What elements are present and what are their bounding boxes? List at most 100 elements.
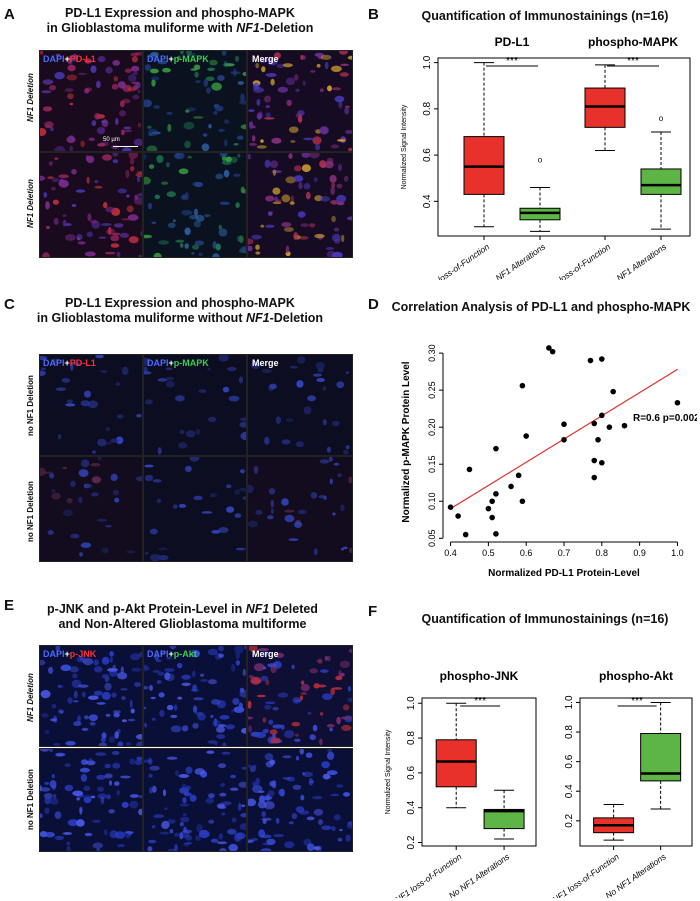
channel-label-a-pdl1: DAPI+PD-L1 bbox=[43, 54, 96, 64]
cell-nucleus bbox=[92, 450, 96, 454]
cell-nucleus bbox=[321, 825, 332, 831]
data-point bbox=[493, 491, 499, 497]
cell-nucleus bbox=[234, 489, 241, 495]
cell-nucleus bbox=[273, 833, 284, 838]
cell-nucleus bbox=[322, 386, 327, 391]
cell-nucleus bbox=[312, 846, 321, 850]
cell-nucleus bbox=[166, 111, 173, 115]
cell-nucleus bbox=[322, 773, 331, 780]
cell-nucleus bbox=[97, 56, 106, 63]
cell-nucleus bbox=[270, 78, 275, 86]
cell-nucleus bbox=[41, 90, 52, 94]
cell-nucleus bbox=[136, 414, 142, 418]
cell-nucleus bbox=[104, 682, 112, 691]
cell-nucleus bbox=[207, 367, 211, 371]
y-axis-label: Normalized Signal Intensity bbox=[401, 104, 408, 189]
micrograph-c-r1-merge bbox=[247, 354, 353, 456]
cell-nucleus bbox=[81, 727, 89, 731]
cell-nucleus bbox=[340, 547, 345, 551]
cell-nucleus bbox=[164, 672, 171, 680]
cell-nucleus bbox=[175, 239, 185, 243]
cell-nucleus bbox=[261, 817, 272, 821]
cell-nucleus bbox=[166, 756, 178, 760]
cell-nucleus bbox=[343, 792, 350, 797]
cell-nucleus bbox=[341, 234, 345, 243]
group-label: phospho-MAPK bbox=[588, 35, 678, 49]
cell-nucleus bbox=[324, 61, 329, 70]
cell-nucleus bbox=[184, 227, 191, 236]
cell-nucleus bbox=[248, 121, 254, 129]
data-point bbox=[561, 436, 567, 443]
cell-nucleus bbox=[293, 165, 302, 172]
cell-nucleus bbox=[158, 240, 169, 245]
cell-nucleus bbox=[178, 503, 187, 508]
cell-nucleus bbox=[281, 439, 291, 445]
cell-nucleus bbox=[310, 492, 318, 499]
row-label-c-2: no NF1 Deletion bbox=[26, 481, 35, 542]
cell-nucleus bbox=[282, 777, 292, 780]
cell-nucleus bbox=[208, 124, 212, 129]
cell-nucleus bbox=[270, 499, 274, 508]
cell-nucleus bbox=[332, 87, 341, 91]
cell-nucleus bbox=[339, 672, 345, 677]
cell-nucleus bbox=[265, 679, 270, 686]
cell-nucleus bbox=[120, 775, 131, 779]
cell-nucleus bbox=[218, 653, 224, 658]
cell-nucleus bbox=[264, 704, 272, 710]
cell-nucleus bbox=[76, 819, 85, 827]
cell-nucleus bbox=[70, 363, 74, 371]
cell-nucleus bbox=[183, 829, 192, 834]
cell-nucleus bbox=[275, 416, 282, 424]
cell-nucleus bbox=[144, 685, 149, 690]
cell-nucleus bbox=[144, 706, 147, 710]
cell-nucleus bbox=[240, 93, 245, 102]
cell-nucleus bbox=[337, 473, 342, 478]
cell-nucleus bbox=[78, 469, 89, 478]
cell-nucleus bbox=[277, 86, 289, 93]
cell-nucleus bbox=[240, 431, 246, 441]
cell-nucleus bbox=[151, 717, 156, 721]
cell-nucleus bbox=[169, 646, 177, 650]
cell-nucleus bbox=[95, 752, 107, 756]
cell-nucleus bbox=[312, 724, 318, 732]
panel-letter-c: C bbox=[4, 296, 15, 313]
cell-nucleus bbox=[193, 495, 203, 501]
cell-nucleus bbox=[241, 189, 246, 194]
cell-nucleus bbox=[110, 243, 120, 248]
cell-nucleus bbox=[330, 144, 340, 149]
cell-nucleus bbox=[228, 395, 240, 402]
cell-nucleus bbox=[238, 487, 246, 492]
cell-nucleus bbox=[184, 140, 191, 149]
cell-nucleus bbox=[298, 182, 303, 190]
cell-nucleus bbox=[135, 81, 141, 89]
micrograph-a-r2-pdl1 bbox=[39, 152, 143, 258]
cell-nucleus bbox=[195, 80, 201, 83]
cell-nucleus bbox=[241, 804, 246, 808]
cell-nucleus bbox=[72, 790, 84, 797]
cell-nucleus bbox=[271, 137, 282, 144]
cell-nucleus bbox=[299, 695, 303, 701]
cell-nucleus bbox=[170, 725, 182, 733]
micrograph-texture bbox=[248, 51, 352, 151]
cell-nucleus bbox=[334, 814, 341, 821]
cell-nucleus bbox=[101, 656, 110, 665]
cell-nucleus bbox=[144, 722, 148, 728]
y-tick-label: 0.2 bbox=[406, 835, 417, 849]
cell-nucleus bbox=[317, 684, 327, 688]
cell-nucleus bbox=[67, 56, 72, 64]
cell-nucleus bbox=[104, 524, 112, 528]
cell-nucleus bbox=[44, 807, 50, 814]
micrograph-texture bbox=[144, 355, 246, 455]
cell-nucleus bbox=[297, 356, 306, 364]
cell-nucleus bbox=[193, 208, 199, 217]
cell-nucleus bbox=[133, 197, 142, 205]
cell-nucleus bbox=[40, 370, 46, 376]
cell-nucleus bbox=[301, 164, 311, 172]
data-point bbox=[485, 505, 492, 512]
cell-nucleus bbox=[172, 219, 176, 223]
cell-nucleus bbox=[193, 220, 201, 228]
cell-nucleus bbox=[104, 763, 111, 769]
cell-nucleus bbox=[100, 223, 112, 226]
cell-nucleus bbox=[348, 147, 352, 151]
cell-nucleus bbox=[308, 777, 314, 786]
